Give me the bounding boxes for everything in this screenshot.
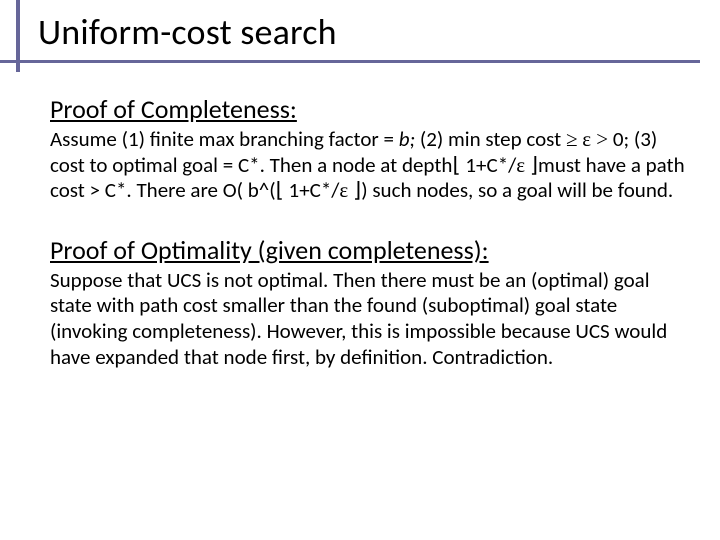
heading-completeness: Proof of Completeness:	[50, 93, 690, 125]
slide-body: Proof of Completeness: Assume (1) finite…	[0, 63, 720, 370]
paragraph-completeness: Assume (1) finite max branching factor =…	[50, 127, 690, 204]
slide: Uniform-cost search Proof of Completenes…	[0, 0, 720, 540]
paragraph-optimality: Suppose that UCS is not optimal. Then th…	[50, 268, 690, 370]
heading-optimality: Proof of Optimality (given completeness)…	[50, 234, 690, 266]
slide-title: Uniform-cost search	[38, 10, 720, 54]
title-accent-bar	[16, 0, 20, 72]
title-block: Uniform-cost search	[0, 0, 720, 54]
